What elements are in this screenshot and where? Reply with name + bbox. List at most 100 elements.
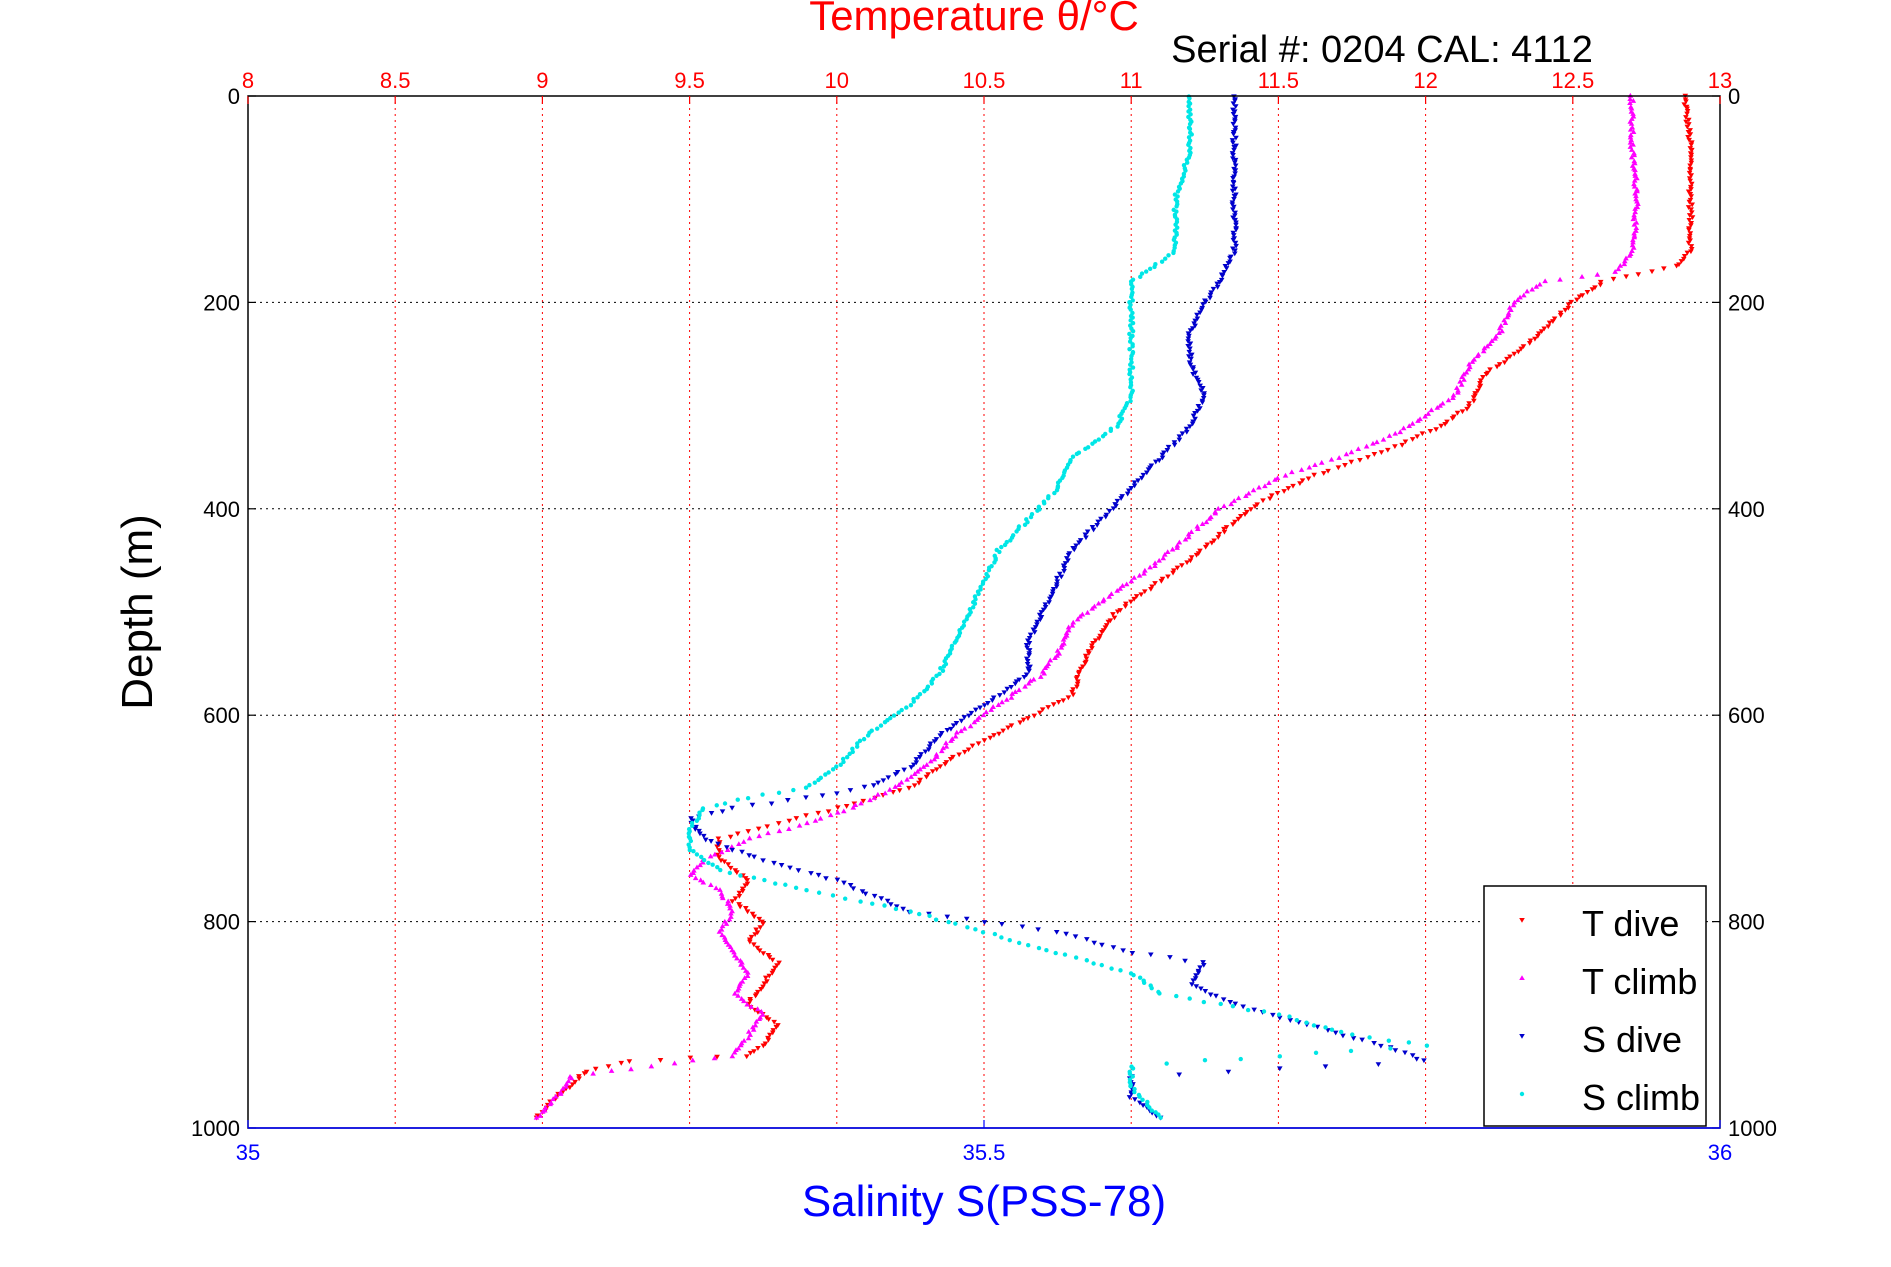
data-point xyxy=(776,828,783,834)
data-point xyxy=(1024,662,1031,667)
data-point xyxy=(1026,653,1032,658)
data-point xyxy=(917,755,923,760)
data-point xyxy=(1128,394,1133,400)
data-point xyxy=(1365,455,1371,460)
data-point xyxy=(995,702,1002,707)
data-point xyxy=(1199,400,1206,406)
data-point xyxy=(1683,115,1689,120)
data-point xyxy=(815,872,822,878)
top-tick-label: 10 xyxy=(825,68,849,93)
data-point xyxy=(553,1093,559,1099)
data-point xyxy=(1231,204,1237,210)
top-tick-label: 10.5 xyxy=(963,68,1006,93)
data-point xyxy=(1094,522,1100,528)
data-point xyxy=(700,807,705,813)
data-point xyxy=(1042,665,1049,671)
data-point xyxy=(1214,281,1220,287)
data-point xyxy=(741,998,747,1004)
legend-swatch xyxy=(1519,975,1525,980)
data-point xyxy=(999,922,1005,927)
data-point xyxy=(697,831,703,837)
data-point xyxy=(1072,934,1079,940)
data-point xyxy=(1245,1007,1251,1013)
data-point xyxy=(1592,285,1598,291)
data-point xyxy=(1216,531,1223,537)
data-point xyxy=(803,785,809,790)
data-point xyxy=(996,693,1003,698)
data-point xyxy=(893,904,900,910)
data-point xyxy=(1190,413,1197,419)
legend-label: T climb xyxy=(1582,961,1697,1002)
data-point xyxy=(1631,221,1638,227)
data-point xyxy=(990,704,996,709)
data-point xyxy=(823,772,828,777)
data-point xyxy=(922,749,929,755)
data-point xyxy=(1221,270,1228,275)
data-point xyxy=(908,909,913,914)
data-point xyxy=(989,698,996,704)
data-point xyxy=(925,772,931,778)
data-point xyxy=(1031,630,1038,635)
data-point xyxy=(748,1004,755,1009)
data-point xyxy=(1245,490,1252,496)
data-point xyxy=(1141,570,1147,576)
data-point xyxy=(608,1068,615,1073)
data-point xyxy=(1428,407,1435,413)
data-point xyxy=(1329,1027,1335,1032)
data-point xyxy=(1438,423,1444,429)
data-point xyxy=(1194,312,1200,318)
data-point xyxy=(1076,540,1082,546)
data-point xyxy=(1463,369,1470,375)
data-point xyxy=(1632,206,1638,211)
data-point xyxy=(972,707,979,713)
data-point xyxy=(983,709,989,715)
data-point xyxy=(812,780,818,785)
data-point xyxy=(874,726,880,731)
data-point xyxy=(686,831,692,836)
data-point xyxy=(937,733,944,739)
left-tick-label: 800 xyxy=(203,910,240,935)
data-point xyxy=(1200,962,1207,968)
data-point xyxy=(1156,1112,1161,1117)
data-point xyxy=(711,1055,718,1061)
data-point xyxy=(1632,160,1638,166)
data-point xyxy=(1261,1009,1267,1014)
data-point xyxy=(1149,985,1154,991)
data-point xyxy=(925,747,932,753)
data-point xyxy=(1036,945,1042,951)
data-point xyxy=(1082,661,1089,666)
data-point xyxy=(1230,237,1237,243)
data-point xyxy=(1206,516,1213,521)
data-point xyxy=(1084,529,1091,535)
data-point xyxy=(1074,616,1081,622)
bottom-tick-label: 35.5 xyxy=(963,1140,1006,1165)
data-point xyxy=(1185,534,1192,540)
data-point xyxy=(1231,498,1237,503)
data-point xyxy=(1238,513,1244,519)
data-point xyxy=(855,741,860,746)
data-point xyxy=(1110,945,1117,951)
data-point xyxy=(944,727,951,733)
data-point xyxy=(870,901,875,906)
data-point xyxy=(1140,472,1147,478)
data-point xyxy=(1115,424,1120,429)
data-point xyxy=(841,808,847,814)
data-point xyxy=(1230,152,1236,158)
data-point xyxy=(1152,459,1159,465)
data-point xyxy=(1434,405,1441,410)
data-point xyxy=(1459,409,1466,415)
data-point xyxy=(753,1018,760,1024)
data-point xyxy=(671,1060,678,1066)
data-point xyxy=(1466,404,1472,409)
data-point xyxy=(1461,377,1467,382)
data-point xyxy=(786,826,792,832)
data-point xyxy=(1192,416,1198,422)
data-point xyxy=(1402,439,1409,445)
data-point xyxy=(953,921,958,926)
data-point xyxy=(1127,346,1132,352)
data-point xyxy=(1074,684,1080,690)
data-point xyxy=(1621,258,1628,264)
data-point xyxy=(1504,314,1511,320)
data-point xyxy=(760,1043,767,1049)
data-point xyxy=(1178,181,1184,186)
